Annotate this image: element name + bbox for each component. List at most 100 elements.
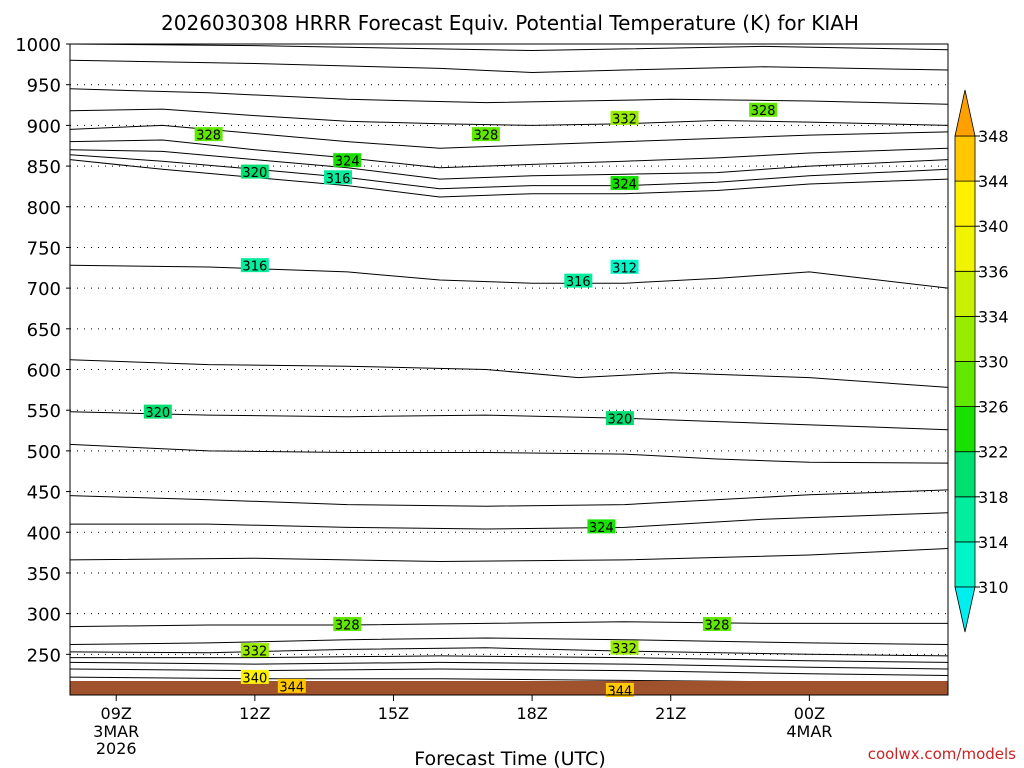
contour-label-group: 320 <box>605 411 634 428</box>
colorbar-label: 314 <box>978 533 1009 552</box>
contour-label: 320 <box>242 166 267 181</box>
y-tick-label-300: 300 <box>27 605 61 626</box>
colorbar-segment <box>954 135 976 182</box>
contour-label-bg <box>194 127 223 142</box>
colorbar-label: 322 <box>978 443 1009 462</box>
y-tick-label-950: 950 <box>27 76 61 97</box>
contour-label: 324 <box>589 521 614 536</box>
contour-328 <box>70 621 948 628</box>
contour-label: 328 <box>196 129 221 144</box>
contour-label-group: 332 <box>240 643 269 660</box>
contour-label-bg <box>277 678 306 693</box>
contour-label-bg <box>333 617 362 632</box>
contour-label: 328 <box>473 129 498 144</box>
contour-label-bg <box>605 682 634 697</box>
contour-label: 316 <box>326 172 351 187</box>
contour-label-bg <box>240 258 269 273</box>
contour-332 <box>70 647 948 657</box>
contour-label: 324 <box>335 155 360 170</box>
contour-label: 344 <box>279 680 304 695</box>
colorbar-label: 330 <box>978 353 1009 372</box>
contour-label-group: 316 <box>240 258 269 275</box>
x-tick-label-18Z: 18Z <box>516 704 547 723</box>
contour-label-group: 340 <box>240 669 269 686</box>
x-tick-sublabel: 4MAR <box>786 722 832 741</box>
contour-label: 328 <box>335 619 360 634</box>
y-tick-label-250: 250 <box>27 645 61 666</box>
contour-label-group: 332 <box>610 110 639 127</box>
contour-324 <box>70 149 948 180</box>
y-tick-label-850: 850 <box>27 157 61 178</box>
contour-label-bg <box>610 110 639 125</box>
contour-label-group: 324 <box>587 519 616 536</box>
x-tick-label-21Z: 21Z <box>655 704 686 723</box>
x-tick-sublabel: 2026 <box>96 739 137 758</box>
contour-label: 324 <box>612 177 637 192</box>
contour-label-group: 332 <box>610 640 639 657</box>
colorbar-label: 318 <box>978 488 1009 507</box>
contour-label-bg <box>605 411 634 426</box>
colorbar-segment <box>954 225 976 272</box>
contour-label: 328 <box>751 104 776 119</box>
colorbar-segment <box>954 496 976 543</box>
contour-label-group: 312 <box>610 259 639 276</box>
colorbar-label: 340 <box>978 217 1009 236</box>
y-tick-label-650: 650 <box>27 320 61 341</box>
contour-label-bg <box>240 164 269 179</box>
contour-320 <box>70 154 948 190</box>
contour-labels: 344 344 340 332 332 328 328 324 320 320 316 316 312 3… <box>143 102 778 699</box>
colorbar-extend-top <box>954 89 976 137</box>
contour-label: 344 <box>607 684 632 699</box>
contour-label-bg <box>587 519 616 534</box>
colorbar-segment <box>954 180 976 227</box>
contour-label-bg <box>324 170 353 185</box>
contour-334 <box>70 59 948 74</box>
y-axis: 250 300 350 400 450 500 550 600 650 700 750 800 850 9… <box>15 35 70 666</box>
x-tick-sublabel: 3MAR <box>93 722 139 741</box>
contour-label-bg <box>471 127 500 142</box>
contour-label-group: 320 <box>240 164 269 181</box>
contour-label-group: 328 <box>702 617 731 634</box>
contour-324 <box>70 512 948 530</box>
contour-338 <box>70 668 948 676</box>
chart-title: 2026030308 HRRR Forecast Equiv. Potentia… <box>161 11 859 35</box>
contour-label-group: 344 <box>277 678 306 695</box>
contour-label-bg <box>564 273 593 288</box>
contour-label: 328 <box>705 619 730 634</box>
colorbar-segment <box>954 406 976 453</box>
contour-label: 332 <box>612 642 637 657</box>
contour-326 <box>70 548 948 563</box>
contour-322 <box>70 443 948 464</box>
x-tick-label-12Z: 12Z <box>239 704 270 723</box>
contour-label: 332 <box>242 645 267 660</box>
contour-label: 340 <box>242 671 267 686</box>
contour-label-bg <box>749 102 778 117</box>
contour-318 <box>70 359 948 388</box>
y-tick-label-550: 550 <box>27 401 61 422</box>
contour-label: 332 <box>612 112 637 127</box>
site-credit[interactable]: coolwx.com/models <box>868 745 1016 763</box>
y-tick-label-450: 450 <box>27 483 61 504</box>
contour-326 <box>70 139 948 169</box>
colorbar-segment <box>954 315 976 362</box>
colorbar-label: 310 <box>978 578 1009 597</box>
contour-label-bg <box>610 175 639 190</box>
contour-label-group: 344 <box>605 682 634 699</box>
contour-label-group: 316 <box>324 170 353 187</box>
x-tick-label-15Z: 15Z <box>378 704 409 723</box>
contour-334 <box>70 655 948 663</box>
colorbar: 310 314 318 322 326 330 334 336 340 344 348 <box>954 89 1009 633</box>
contour-label: 320 <box>607 413 632 428</box>
colorbar-label: 334 <box>978 307 1009 326</box>
contour-label: 312 <box>612 261 637 276</box>
contour-316 <box>70 264 948 289</box>
contour-label-bg <box>333 153 362 168</box>
colorbar-segment <box>954 361 976 407</box>
y-tick-label-900: 900 <box>27 116 61 137</box>
contour-label-group: 324 <box>610 175 639 192</box>
x-tick-label-00Z: 00Z <box>794 704 825 723</box>
colorbar-segment <box>954 451 976 498</box>
contour-336 <box>70 44 948 52</box>
